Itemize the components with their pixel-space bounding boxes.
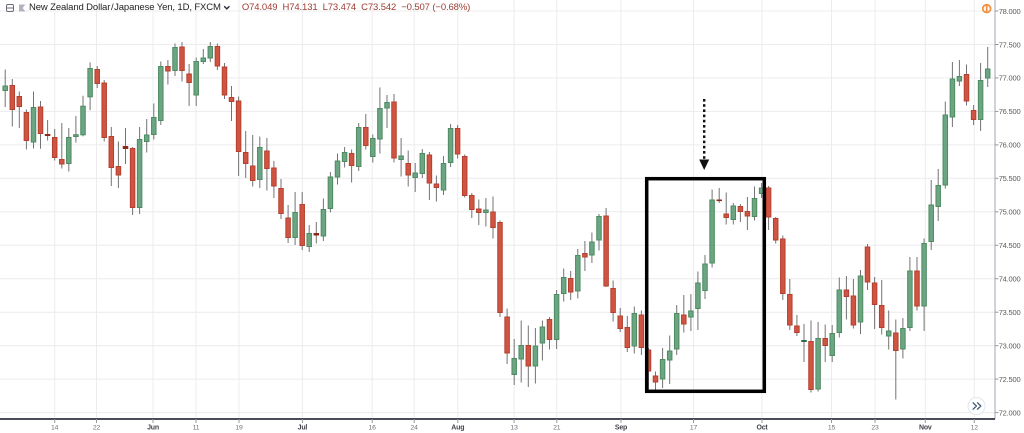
svg-text:11: 11: [193, 425, 200, 432]
svg-text:Oct: Oct: [756, 425, 768, 432]
svg-text:Sep: Sep: [615, 425, 627, 432]
svg-text:75.500: 75.500: [999, 174, 1021, 183]
svg-text:74.500: 74.500: [999, 241, 1021, 250]
svg-text:19: 19: [235, 425, 243, 432]
svg-text:72.000: 72.000: [999, 408, 1021, 417]
svg-text:72.500: 72.500: [999, 375, 1021, 384]
svg-text:78.000: 78.000: [999, 7, 1021, 16]
svg-text:73.000: 73.000: [999, 342, 1021, 351]
svg-text:21: 21: [553, 425, 561, 432]
svg-text:16: 16: [369, 425, 377, 432]
svg-text:73.500: 73.500: [999, 308, 1021, 317]
svg-text:77.500: 77.500: [999, 40, 1021, 49]
svg-text:17: 17: [690, 425, 698, 432]
svg-text:76.500: 76.500: [999, 107, 1021, 116]
svg-text:13: 13: [510, 425, 518, 432]
svg-text:14: 14: [51, 425, 59, 432]
svg-text:77.000: 77.000: [999, 74, 1021, 83]
svg-text:Jun: Jun: [147, 425, 159, 432]
svg-text:22: 22: [93, 425, 101, 432]
svg-text:76.000: 76.000: [999, 141, 1021, 150]
svg-text:Nov: Nov: [919, 425, 932, 432]
svg-text:12: 12: [971, 425, 979, 432]
svg-text:Aug: Aug: [451, 425, 464, 432]
svg-text:15: 15: [828, 425, 836, 432]
svg-text:Jul: Jul: [298, 425, 308, 432]
svg-text:75.000: 75.000: [999, 208, 1021, 217]
svg-text:23: 23: [871, 425, 879, 432]
svg-text:74.000: 74.000: [999, 275, 1021, 284]
svg-text:24: 24: [411, 425, 419, 432]
